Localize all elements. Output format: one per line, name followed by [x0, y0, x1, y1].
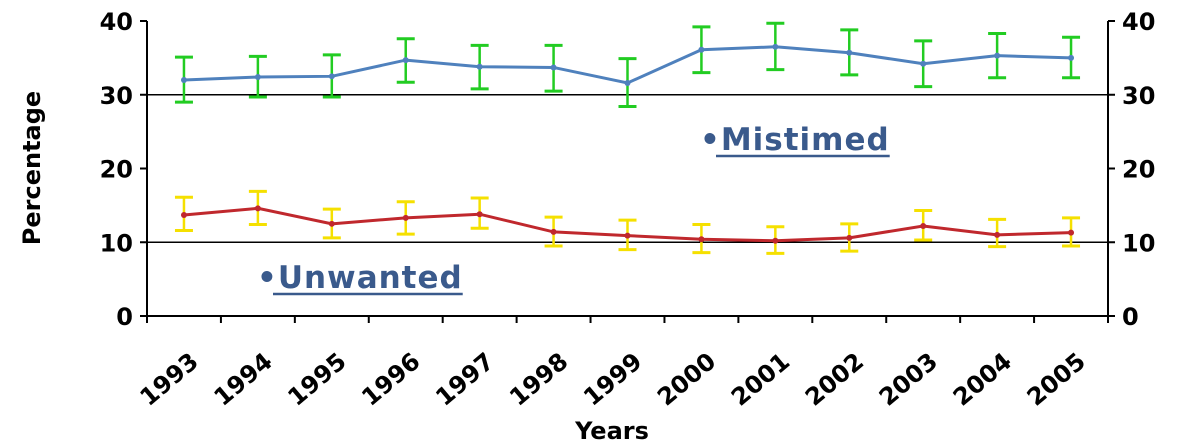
mistimed-point: [994, 52, 1001, 59]
y-tick-label-right: 0: [1122, 303, 1139, 331]
unwanted-point: [254, 205, 261, 212]
x-tick-label: 1997: [430, 347, 499, 411]
x-tick-label: 1994: [209, 347, 278, 411]
x-tick-label: 1995: [282, 347, 351, 411]
unwanted-point: [624, 232, 631, 239]
x-tick-label: 2000: [652, 347, 721, 411]
labels-layer: •Mistimed •Unwanted: [257, 122, 890, 296]
y-tick-label-right: 30: [1122, 82, 1155, 110]
x-tick-label: 2001: [726, 347, 795, 411]
x-tick-label: 2004: [948, 347, 1017, 411]
x-tick-label: 1996: [356, 347, 425, 411]
x-tick-label: 2003: [874, 347, 943, 411]
mistimed-point: [476, 63, 483, 70]
mistimed-point: [1068, 54, 1075, 61]
unwanted-point: [1068, 229, 1075, 236]
mistimed-point: [328, 73, 335, 80]
x-tick-label: 1998: [504, 347, 573, 411]
series-unwanted: [174, 189, 1081, 255]
mistimed-point: [254, 74, 261, 81]
mistimed-point: [550, 64, 557, 71]
mistimed-point: [772, 43, 779, 50]
unwanted-point: [328, 220, 335, 227]
y-tick-label-right: 10: [1122, 229, 1155, 257]
y-tick-label-left: 0: [116, 303, 133, 331]
y-axis-title: Percentage: [18, 91, 46, 245]
mistimed-point: [920, 60, 927, 67]
unwanted-point: [180, 211, 187, 218]
y-tick-label-left: 40: [100, 8, 133, 36]
series-mistimed: [174, 21, 1081, 109]
y-tick-label-left: 30: [100, 82, 133, 110]
x-tick-label: 1993: [135, 347, 204, 411]
y-tick-label-right: 40: [1122, 8, 1155, 36]
unwanted-point: [476, 211, 483, 218]
unwanted-label: •Unwanted: [257, 260, 463, 296]
unwanted-point: [772, 237, 779, 244]
x-tick-label: 1999: [578, 347, 647, 411]
unwanted-point: [846, 234, 853, 241]
unwanted-point: [994, 231, 1001, 238]
y-tick-label-right: 20: [1122, 156, 1155, 184]
series-layer: [174, 21, 1081, 255]
mistimed-point: [846, 49, 853, 56]
unwanted-point: [920, 223, 927, 230]
unwanted-point: [550, 228, 557, 235]
mistimed-label: •Mistimed: [700, 122, 890, 158]
x-tick-label: 2002: [800, 347, 869, 411]
y-tick-label-left: 20: [100, 156, 133, 184]
mistimed-point: [698, 46, 705, 53]
x-tick-label: 2005: [1022, 347, 1091, 411]
mistimed-point: [402, 57, 409, 64]
x-axis-title: Years: [574, 417, 649, 445]
unwanted-point: [402, 214, 409, 221]
y-tick-label-left: 10: [100, 229, 133, 257]
mistimed-point: [624, 79, 631, 86]
mistimed-point: [180, 77, 187, 83]
unwanted-point: [698, 236, 705, 243]
